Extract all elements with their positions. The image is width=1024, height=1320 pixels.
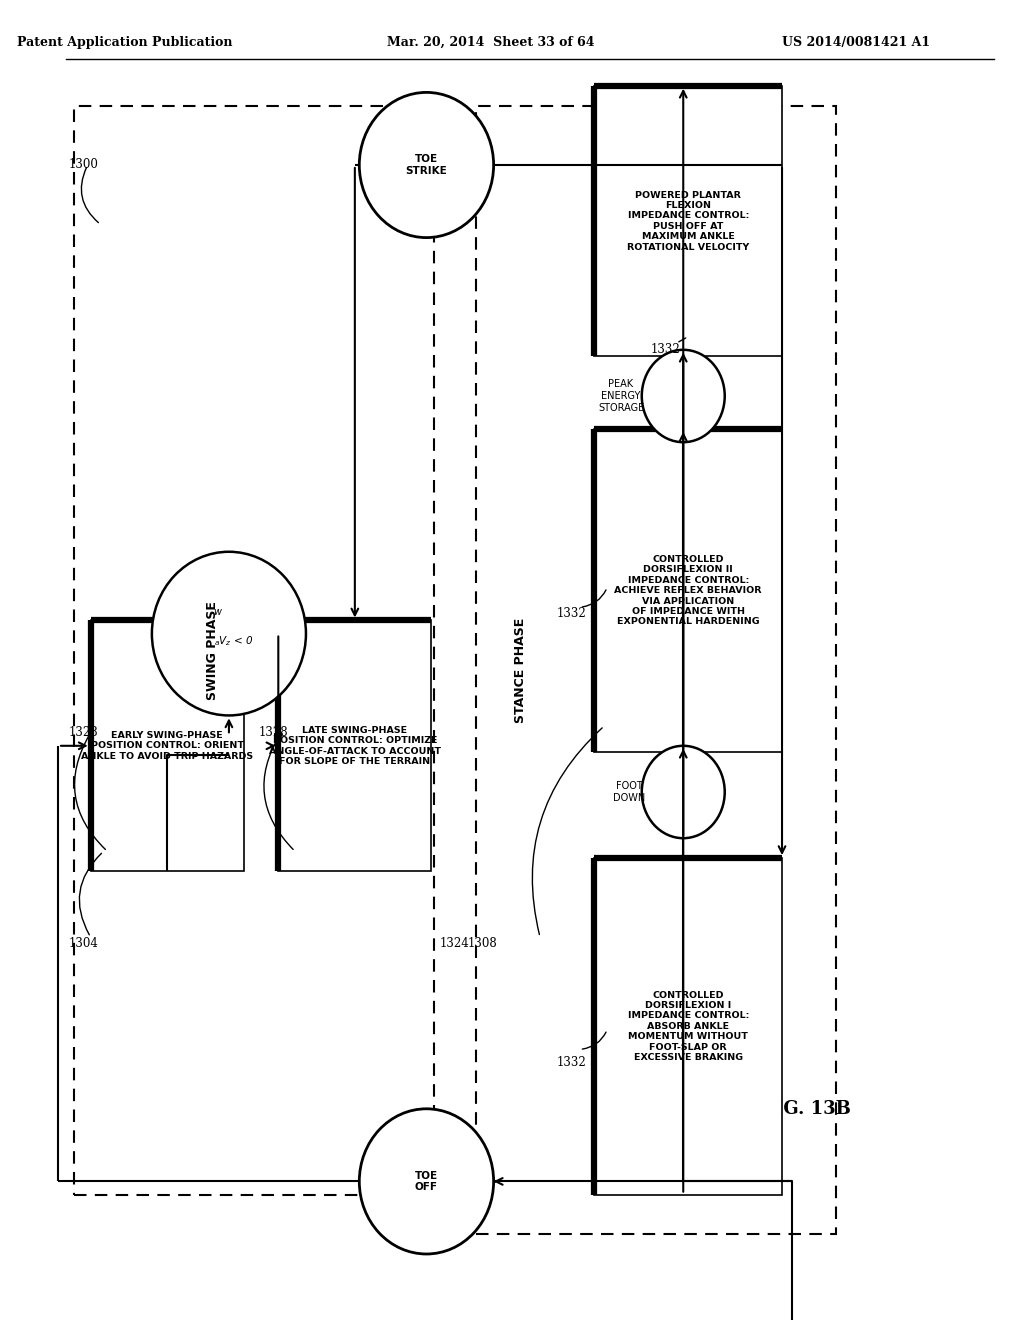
Text: 1332: 1332 (557, 1056, 587, 1069)
Ellipse shape (642, 350, 725, 442)
Text: 1328: 1328 (258, 726, 288, 739)
Text: TOE
STRIKE: TOE STRIKE (406, 154, 447, 176)
Text: CONTROLLED
DORSIFLEXION II
IMPEDANCE CONTROL:
ACHIEVE REFLEX BEHAVIOR
VIA APPLIC: CONTROLLED DORSIFLEXION II IMPEDANCE CON… (614, 554, 762, 627)
Bar (279, 620, 431, 871)
Text: EARLY SWING-PHASE
POSITION CONTROL: ORIENT
ANKLE TO AVOID TRIP HAZARDS: EARLY SWING-PHASE POSITION CONTROL: ORIE… (81, 731, 253, 760)
Bar (476, 106, 837, 1234)
Bar (91, 620, 244, 871)
Ellipse shape (359, 92, 494, 238)
Ellipse shape (359, 1109, 494, 1254)
Bar (594, 86, 782, 356)
Ellipse shape (152, 552, 306, 715)
Bar (594, 858, 782, 1195)
Text: LATE SWING-PHASE
POSITION CONTROL: OPTIMIZE
ANGLE-OF-ATTACK TO ACCOUNT
FOR SLOPE: LATE SWING-PHASE POSITION CONTROL: OPTIM… (269, 726, 441, 766)
Bar (594, 429, 782, 752)
Text: PEAK
ENERGY
STORAGE: PEAK ENERGY STORAGE (598, 379, 644, 413)
Text: POWERED PLANTAR
FLEXION
IMPEDANCE CONTROL:
PUSH OFF AT
MAXIMUM ANKLE
ROTATIONAL : POWERED PLANTAR FLEXION IMPEDANCE CONTRO… (627, 190, 750, 252)
Text: FOOT
DOWN: FOOT DOWN (612, 781, 645, 803)
Ellipse shape (642, 746, 725, 838)
Text: TOE
OFF: TOE OFF (415, 1171, 438, 1192)
Text: STANCE PHASE: STANCE PHASE (514, 618, 526, 722)
Text: 1300: 1300 (69, 158, 98, 172)
Text: 1328: 1328 (69, 726, 98, 739)
Bar (74, 106, 434, 1195)
Text: 1308: 1308 (468, 937, 498, 950)
Text: 1332: 1332 (650, 343, 680, 356)
Text: $_a$$V_z$ < 0: $_a$$V_z$ < 0 (214, 635, 254, 648)
Text: CONTROLLED
DORSIFLEXION I
IMPEDANCE CONTROL:
ABSORB ANKLE
MOMENTUM WITHOUT
FOOT-: CONTROLLED DORSIFLEXION I IMPEDANCE CONT… (628, 990, 749, 1063)
Text: 1304: 1304 (69, 937, 98, 950)
Text: Patent Application Publication: Patent Application Publication (17, 36, 233, 49)
Text: w: w (213, 607, 221, 618)
Text: SWING PHASE: SWING PHASE (206, 601, 219, 700)
Text: 1324: 1324 (439, 937, 469, 950)
Text: FIG. 13B: FIG. 13B (762, 1100, 851, 1118)
Text: US 2014/0081421 A1: US 2014/0081421 A1 (782, 36, 930, 49)
Text: 1332: 1332 (557, 607, 587, 620)
Text: Mar. 20, 2014  Sheet 33 of 64: Mar. 20, 2014 Sheet 33 of 64 (387, 36, 594, 49)
